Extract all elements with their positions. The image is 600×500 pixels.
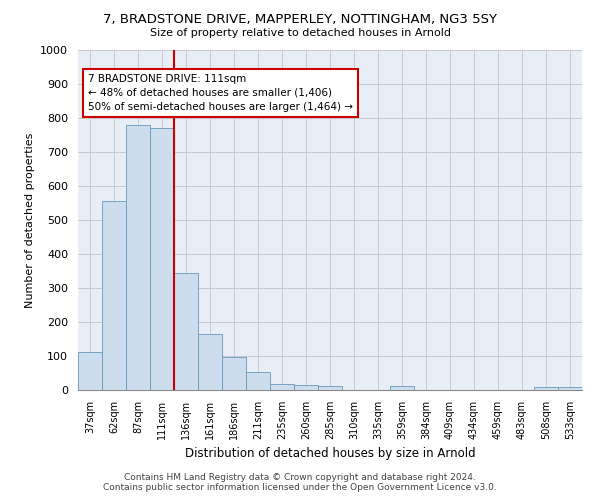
Bar (78, 352, 102, 390)
Bar (390, 386, 414, 390)
Bar (126, 125, 150, 390)
Text: Size of property relative to detached houses in Arnold: Size of property relative to detached ho… (149, 28, 451, 38)
Bar (318, 386, 342, 390)
Bar (150, 128, 174, 390)
Text: 7 BRADSTONE DRIVE: 111sqm
← 48% of detached houses are smaller (1,406)
50% of se: 7 BRADSTONE DRIVE: 111sqm ← 48% of detac… (88, 74, 353, 112)
Bar (198, 334, 222, 390)
Bar (222, 356, 246, 390)
X-axis label: Distribution of detached houses by size in Arnold: Distribution of detached houses by size … (185, 448, 475, 460)
Y-axis label: Number of detached properties: Number of detached properties (25, 132, 35, 308)
Bar (102, 200, 126, 390)
Bar (558, 388, 582, 390)
Bar (174, 274, 198, 390)
Bar (534, 388, 558, 390)
Text: 7, BRADSTONE DRIVE, MAPPERLEY, NOTTINGHAM, NG3 5SY: 7, BRADSTONE DRIVE, MAPPERLEY, NOTTINGHA… (103, 12, 497, 26)
Text: Contains HM Land Registry data © Crown copyright and database right 2024.
Contai: Contains HM Land Registry data © Crown c… (103, 473, 497, 492)
Bar (294, 385, 318, 390)
Bar (246, 372, 270, 390)
Bar (270, 384, 294, 390)
